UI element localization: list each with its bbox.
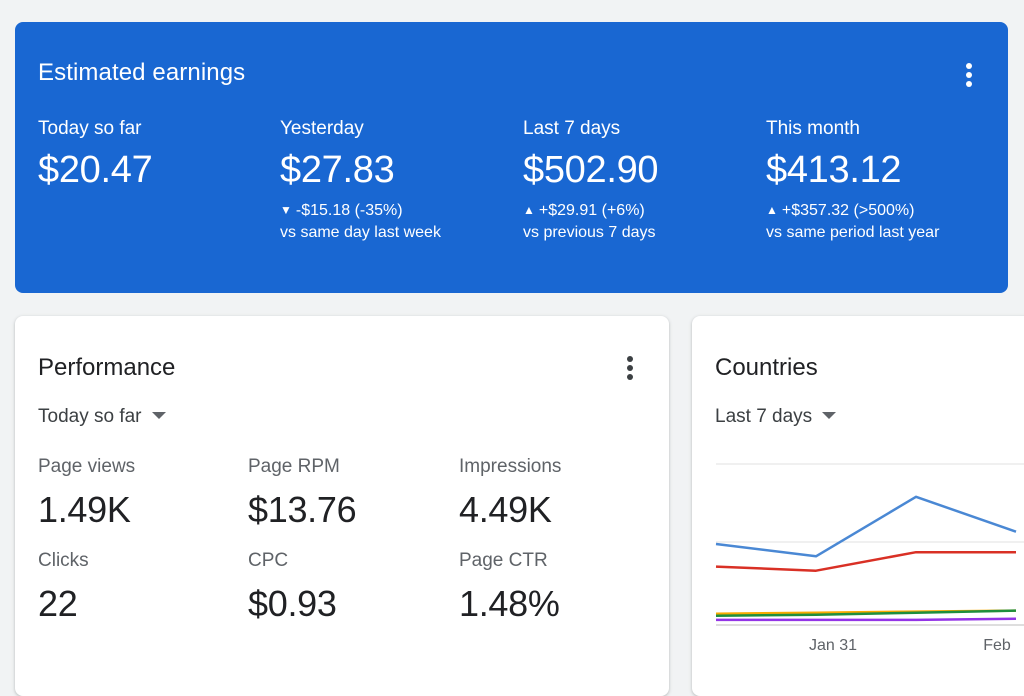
metric-label: Today so far [38,118,142,139]
metric-compare: vs previous 7 days [523,224,656,241]
chart-series-line-4[interactable] [715,609,1017,618]
earnings-title: Estimated earnings [38,59,246,86]
stat-cpc: CPC $0.93 [248,550,337,625]
chart-series-line-1[interactable] [715,495,1017,558]
countries-title: Countries [715,354,818,381]
change-text: -$15.18 (-35%) [295,202,403,219]
metric-value: $20.47 [38,149,153,191]
metric-value: $502.90 [523,149,659,191]
stat-value: 4.49K [459,489,552,530]
stat-impressions: Impressions 4.49K [459,456,561,531]
performance-title: Performance [38,354,176,381]
stat-value: 1.49K [38,489,131,530]
metric-yesterday: Yesterday $27.83 ▼ -$15.18 (-35%) vs same… [280,118,441,244]
countries-card: Countries Last 7 days Jan 31 Feb [692,316,1024,696]
more-vert-icon[interactable] [618,353,642,383]
stat-page-rpm: Page RPM $13.76 [248,456,357,531]
change-text: +$29.91 (+6%) [538,202,645,219]
stat-value: 1.48% [459,583,560,624]
x-tick-label: Feb [983,637,1011,654]
metric-value: $413.12 [766,149,902,191]
countries-line-chart: Jan 31 Feb [715,463,1024,654]
performance-range-dropdown[interactable]: Today so far [38,405,166,429]
stat-clicks: Clicks 22 [38,550,89,625]
range-label: Today so far [38,406,142,427]
countries-range-dropdown[interactable]: Last 7 days [715,405,837,429]
arrow-drop-down-icon [151,412,166,419]
estimated-earnings-card: Estimated earnings Today so far $20.47 Y… [15,22,1008,293]
x-tick-label: Jan 31 [809,637,857,654]
metric-change: ▼ -$15.18 (-35%) [280,200,441,222]
metric-label: Last 7 days [523,118,621,139]
metric-label: Yesterday [280,118,364,139]
stat-value: 22 [38,583,78,624]
metric-this-month: This month $413.12 ▲ +$357.32 (>500%) vs … [766,118,939,244]
metric-compare: vs same day last week [280,224,441,241]
stat-label: Clicks [38,550,89,571]
stat-label: Impressions [459,456,562,477]
metric-value: $27.83 [280,149,395,191]
arrow-up-icon: ▲ [523,203,535,217]
stat-label: CPC [248,550,289,571]
stat-value: $13.76 [248,489,357,530]
range-label: Last 7 days [715,406,813,427]
chart-series-line-2[interactable] [715,550,1016,572]
change-text: +$357.32 (>500%) [781,202,915,219]
stat-page-ctr: Page CTR 1.48% [459,550,560,625]
metric-change: ▲ +$357.32 (>500%) [766,200,939,222]
metric-today: Today so far $20.47 [38,118,153,192]
stat-value: $0.93 [248,583,337,624]
arrow-drop-down-icon [822,412,837,419]
stat-page-views: Page views 1.49K [38,456,135,531]
arrow-down-icon: ▼ [280,203,292,217]
metric-compare: vs same period last year [766,224,940,241]
stat-label: Page views [38,456,136,477]
chart-series-line-5[interactable] [716,617,1017,622]
stat-label: Page RPM [248,456,340,477]
metric-change: ▲ +$29.91 (+6%) [523,200,658,222]
performance-card: Performance Today so far Page views 1.49… [15,316,669,696]
stat-label: Page CTR [459,550,548,571]
metric-label: This month [766,118,860,139]
arrow-up-icon: ▲ [766,203,778,217]
metric-last-7-days: Last 7 days $502.90 ▲ +$29.91 (+6%) vs pr… [523,118,659,244]
more-vert-icon[interactable] [957,60,981,90]
